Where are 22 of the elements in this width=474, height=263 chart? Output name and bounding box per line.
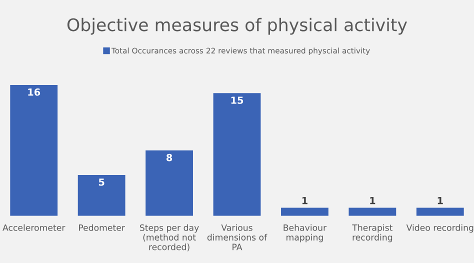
chart-title: Objective measures of physical activity [67,18,408,35]
bar [281,208,328,216]
bar [416,208,464,216]
x-tick-label: Pedometer [79,224,125,231]
bar [10,84,58,216]
bar [348,208,396,216]
x-tick-label: Therapist recording [352,224,392,242]
x-tick-label: Video recording [406,224,474,233]
data-label: 8 [166,154,172,162]
data-label: 1 [438,196,443,204]
data-label: 5 [98,178,104,186]
data-label: 1 [302,196,308,204]
data-label: 1 [370,196,376,204]
data-label: 15 [231,96,244,104]
x-tick-label: Behaviour mapping [284,224,327,242]
x-tick-label: Accelerometer [2,224,66,231]
data-label: 16 [28,88,40,96]
x-tick-label: Steps per day (method not recorded) [140,224,199,252]
bar [213,93,261,216]
bar [146,150,193,216]
bar [78,174,126,216]
x-tick-label: Various dimensions of PA [207,224,268,250]
